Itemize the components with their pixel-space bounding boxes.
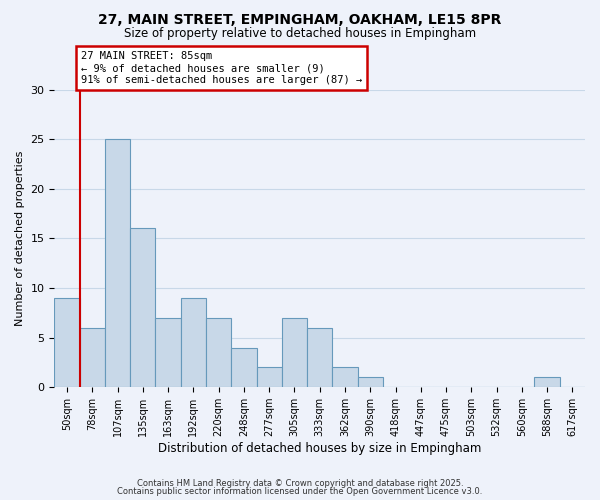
Text: 27, MAIN STREET, EMPINGHAM, OAKHAM, LE15 8PR: 27, MAIN STREET, EMPINGHAM, OAKHAM, LE15… (98, 12, 502, 26)
Bar (80, 328, 105, 387)
Text: Contains HM Land Registry data © Crown copyright and database right 2025.: Contains HM Land Registry data © Crown c… (137, 478, 463, 488)
Bar (206, 318, 231, 387)
Y-axis label: Number of detached properties: Number of detached properties (15, 150, 25, 326)
Bar (231, 348, 257, 387)
Bar (282, 318, 307, 387)
Bar (535, 378, 560, 387)
Bar (332, 368, 358, 387)
Bar (105, 139, 130, 387)
Text: Size of property relative to detached houses in Empingham: Size of property relative to detached ho… (124, 28, 476, 40)
Bar (130, 228, 155, 387)
Bar (155, 318, 181, 387)
Bar (358, 378, 383, 387)
Text: Contains public sector information licensed under the Open Government Licence v3: Contains public sector information licen… (118, 487, 482, 496)
Bar (181, 298, 206, 387)
Bar (55, 298, 80, 387)
Bar (307, 328, 332, 387)
X-axis label: Distribution of detached houses by size in Empingham: Distribution of detached houses by size … (158, 442, 481, 455)
Text: 27 MAIN STREET: 85sqm
← 9% of detached houses are smaller (9)
91% of semi-detach: 27 MAIN STREET: 85sqm ← 9% of detached h… (81, 52, 362, 84)
Bar (257, 368, 282, 387)
